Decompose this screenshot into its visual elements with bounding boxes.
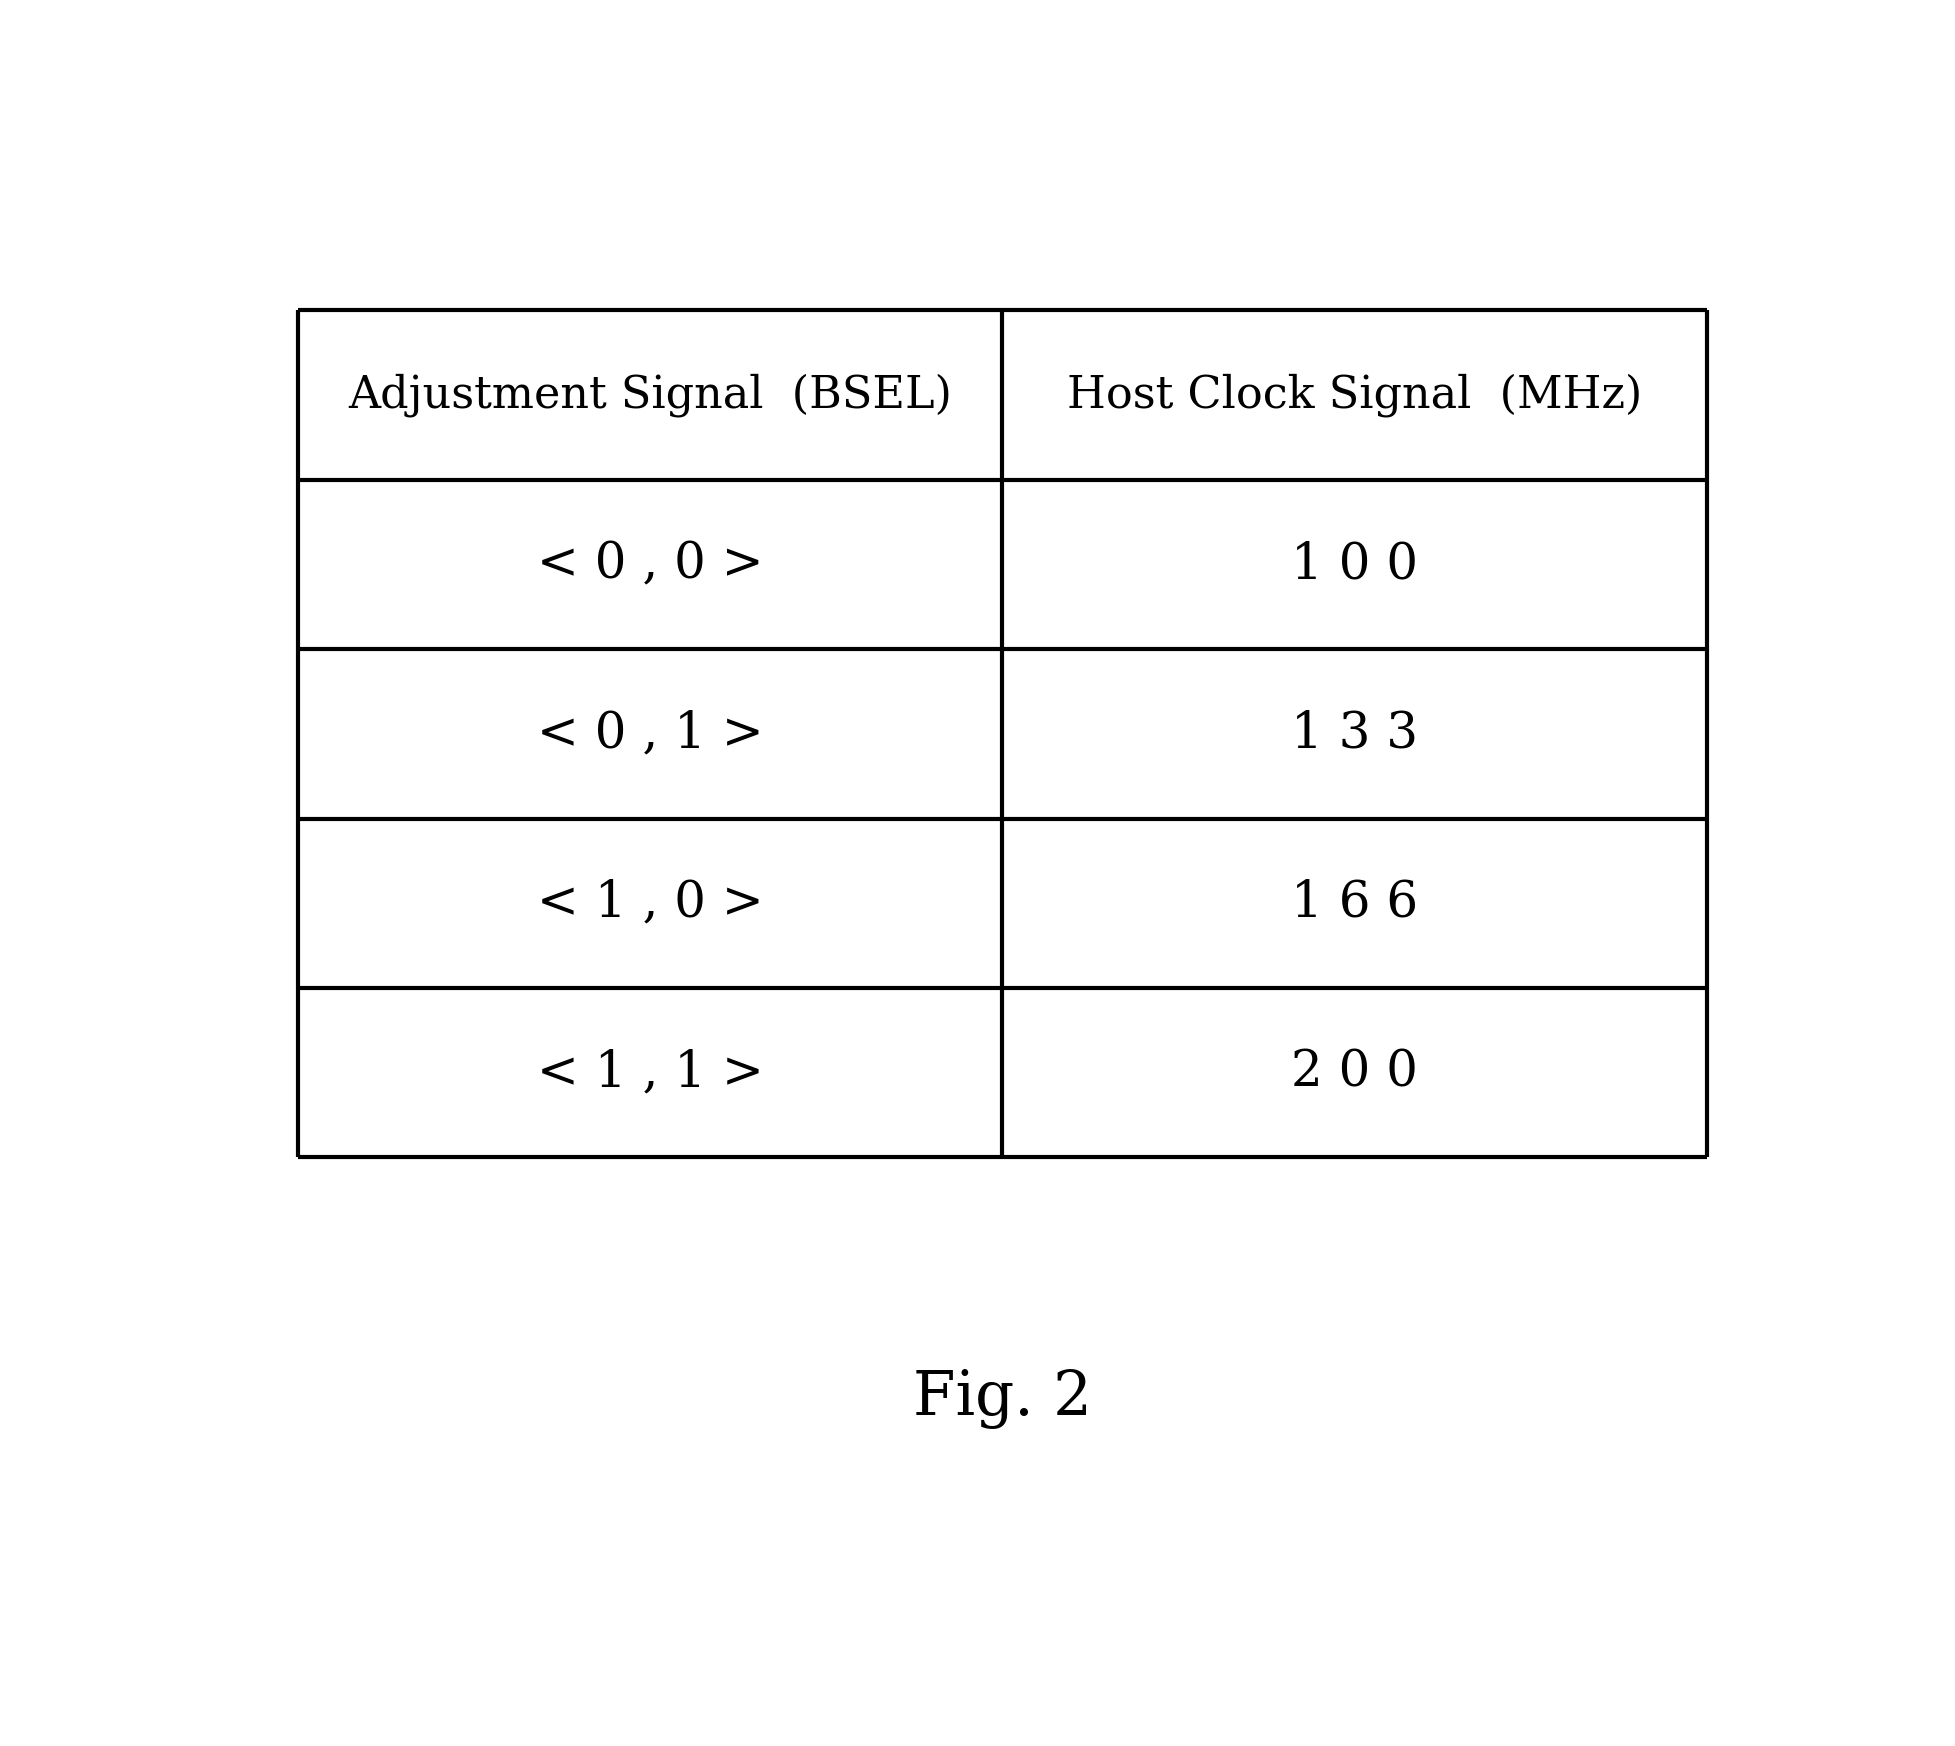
Text: < 0 , 1 >: < 0 , 1 > (536, 709, 762, 758)
Bar (297, 311, 1707, 1158)
Text: Host Clock Signal  (MHz): Host Clock Signal (MHz) (1067, 374, 1642, 417)
Text: < 0 , 0 >: < 0 , 0 > (536, 540, 762, 588)
Text: < 1 , 1 >: < 1 , 1 > (536, 1048, 762, 1098)
Text: Fig. 2: Fig. 2 (913, 1369, 1091, 1430)
Text: 1 3 3: 1 3 3 (1290, 709, 1417, 758)
Text: 1 0 0: 1 0 0 (1290, 540, 1417, 588)
Text: < 1 , 0 >: < 1 , 0 > (536, 878, 762, 927)
Text: 2 0 0: 2 0 0 (1290, 1048, 1417, 1098)
Text: 1 6 6: 1 6 6 (1290, 878, 1417, 927)
Text: Adjustment Signal  (BSEL): Adjustment Signal (BSEL) (348, 374, 952, 417)
